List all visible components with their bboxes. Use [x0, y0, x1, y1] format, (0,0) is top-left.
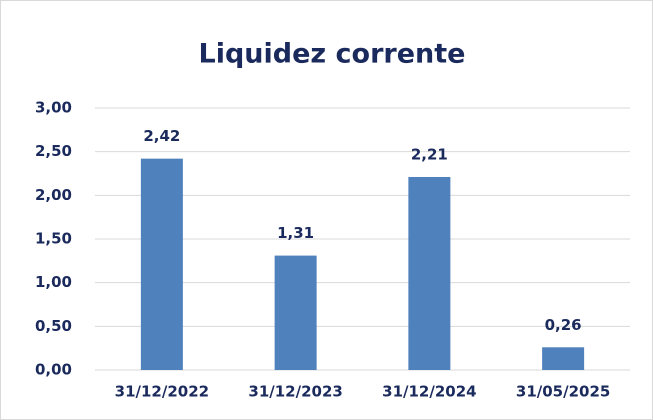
chart-title: Liquidez corrente — [199, 39, 466, 70]
data-label: 2,42 — [143, 127, 180, 145]
y-tick-label: 1,00 — [35, 273, 72, 291]
y-tick-label: 2,00 — [35, 186, 72, 204]
data-label: 1,31 — [277, 224, 314, 242]
bar — [408, 176, 451, 370]
y-tick-label: 2,50 — [35, 142, 72, 160]
x-tick-label: 31/12/2024 — [382, 383, 476, 401]
y-tick-label: 1,50 — [35, 230, 72, 248]
data-label: 0,26 — [545, 316, 582, 334]
x-tick-label: 31/12/2022 — [115, 383, 209, 401]
x-tick-label: 31/05/2025 — [516, 383, 610, 401]
data-label: 2,21 — [411, 145, 448, 163]
bar — [274, 255, 317, 370]
x-tick-label: 31/12/2023 — [248, 383, 342, 401]
y-tick-label: 0,00 — [35, 361, 72, 379]
bar — [140, 158, 183, 370]
y-tick-label: 3,00 — [35, 99, 72, 117]
y-tick-label: 0,50 — [35, 317, 72, 335]
bar — [542, 347, 585, 370]
